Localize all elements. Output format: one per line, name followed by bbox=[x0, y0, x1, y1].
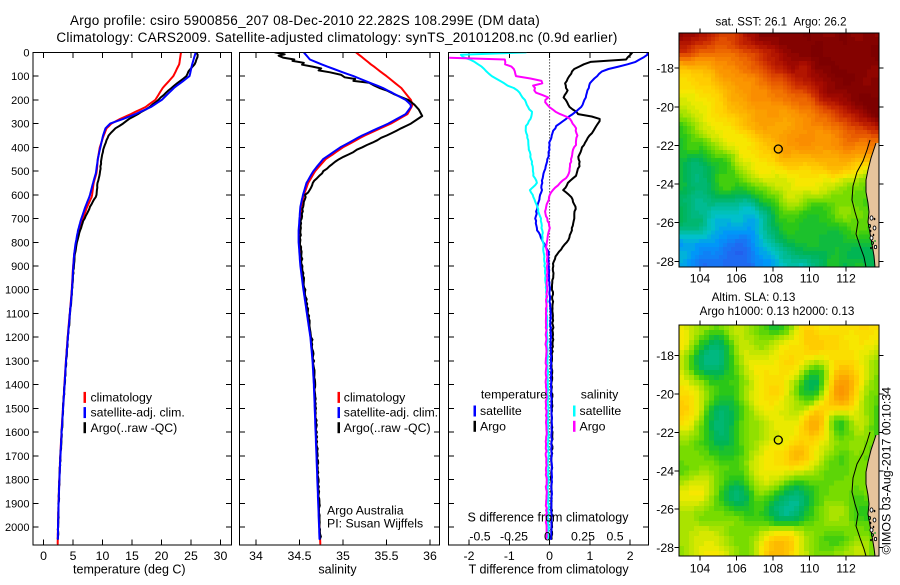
svg-text:-22: -22 bbox=[656, 426, 674, 440]
svg-text:34.5: 34.5 bbox=[288, 549, 312, 563]
svg-text:-0.25: -0.25 bbox=[500, 530, 528, 544]
svg-text:106: 106 bbox=[726, 562, 747, 576]
svg-text:-18: -18 bbox=[656, 349, 674, 363]
svg-text:25: 25 bbox=[184, 549, 198, 563]
svg-text:-1: -1 bbox=[504, 549, 515, 563]
svg-text:0.25: 0.25 bbox=[571, 530, 595, 544]
svg-text:-26: -26 bbox=[656, 503, 674, 517]
svg-text:100: 100 bbox=[11, 71, 29, 83]
svg-text:30: 30 bbox=[214, 549, 228, 563]
svg-text:1100: 1100 bbox=[6, 308, 30, 320]
svg-text:Argo h1000: 0.13 h2000: 0.13: Argo h1000: 0.13 h2000: 0.13 bbox=[700, 305, 855, 318]
svg-text:Argo: Argo bbox=[580, 419, 606, 433]
svg-text:300: 300 bbox=[11, 119, 29, 131]
svg-text:1: 1 bbox=[586, 549, 593, 563]
svg-text:0: 0 bbox=[544, 530, 551, 544]
svg-text:800: 800 bbox=[11, 237, 29, 249]
svg-text:400: 400 bbox=[11, 142, 29, 154]
svg-text:-22: -22 bbox=[656, 139, 674, 153]
svg-text:-28: -28 bbox=[656, 255, 674, 269]
svg-text:106: 106 bbox=[726, 272, 747, 286]
svg-text:35: 35 bbox=[336, 549, 350, 563]
svg-text:1900: 1900 bbox=[5, 498, 29, 510]
svg-text:900: 900 bbox=[11, 261, 29, 273]
svg-text:110: 110 bbox=[800, 272, 820, 286]
svg-text:satellite-adj. clim.: satellite-adj. clim. bbox=[344, 406, 438, 420]
svg-text:600: 600 bbox=[11, 190, 29, 202]
svg-text:104: 104 bbox=[690, 562, 711, 576]
svg-text:110: 110 bbox=[800, 562, 820, 576]
svg-text:-18: -18 bbox=[656, 62, 674, 76]
svg-text:36: 36 bbox=[423, 549, 437, 563]
svg-text:108: 108 bbox=[763, 562, 784, 576]
svg-text:10: 10 bbox=[96, 549, 110, 563]
svg-text:PI: Susan Wijffels: PI: Susan Wijffels bbox=[327, 517, 423, 531]
svg-text:2000: 2000 bbox=[5, 522, 29, 534]
svg-text:1500: 1500 bbox=[5, 403, 29, 415]
svg-text:Argo(..raw -QC): Argo(..raw -QC) bbox=[344, 421, 431, 435]
svg-text:Argo: Argo bbox=[480, 419, 506, 433]
svg-text:-20: -20 bbox=[656, 388, 674, 402]
svg-text:34: 34 bbox=[249, 549, 263, 563]
svg-text:2: 2 bbox=[627, 549, 634, 563]
svg-text:-24: -24 bbox=[656, 464, 674, 478]
svg-text:1800: 1800 bbox=[5, 475, 29, 487]
svg-text:-20: -20 bbox=[656, 101, 674, 115]
svg-text:satellite: satellite bbox=[580, 404, 622, 418]
svg-text:©IMOS 03-Aug-2017 00:10:34: ©IMOS 03-Aug-2017 00:10:34 bbox=[880, 387, 894, 555]
svg-text:20: 20 bbox=[155, 549, 169, 563]
svg-text:1200: 1200 bbox=[5, 332, 29, 344]
svg-text:-2: -2 bbox=[464, 549, 475, 563]
svg-text:1300: 1300 bbox=[5, 356, 29, 368]
svg-text:satellite-adj. clim.: satellite-adj. clim. bbox=[91, 406, 185, 420]
svg-text:salinity: salinity bbox=[318, 563, 357, 577]
svg-text:climatology: climatology bbox=[91, 391, 153, 405]
svg-text:0: 0 bbox=[40, 549, 47, 563]
svg-text:temperature: temperature bbox=[481, 388, 547, 402]
svg-text:0: 0 bbox=[546, 549, 553, 563]
svg-text:500: 500 bbox=[11, 166, 29, 178]
svg-text:sat. SST: 26.1 Argo: 26.2: sat. SST: 26.1 Argo: 26.2 bbox=[715, 17, 846, 29]
svg-text:climatology: climatology bbox=[344, 391, 406, 405]
svg-text:-26: -26 bbox=[656, 216, 674, 230]
svg-text:1000: 1000 bbox=[5, 285, 29, 297]
svg-text:112: 112 bbox=[836, 562, 856, 576]
svg-text:15: 15 bbox=[125, 549, 139, 563]
svg-text:Altim. SLA: 0.13: Altim. SLA: 0.13 bbox=[712, 291, 796, 304]
svg-text:1700: 1700 bbox=[5, 451, 29, 463]
svg-text:108: 108 bbox=[763, 272, 784, 286]
svg-text:0: 0 bbox=[23, 47, 29, 59]
svg-text:-28: -28 bbox=[656, 541, 674, 555]
svg-text:1400: 1400 bbox=[5, 380, 29, 392]
svg-text:112: 112 bbox=[836, 272, 856, 286]
svg-text:200: 200 bbox=[11, 95, 29, 107]
svg-text:-24: -24 bbox=[656, 178, 674, 192]
svg-text:Climatology: CARS2009. Satelli: Climatology: CARS2009. Satellite-adjuste… bbox=[56, 30, 617, 45]
svg-text:salinity: salinity bbox=[581, 388, 619, 402]
svg-text:temperature (deg C): temperature (deg C) bbox=[73, 563, 186, 577]
svg-text:1600: 1600 bbox=[5, 427, 29, 439]
svg-text:104: 104 bbox=[690, 272, 711, 286]
svg-text:35.5: 35.5 bbox=[375, 549, 399, 563]
svg-text:S difference from climatology: S difference from climatology bbox=[468, 511, 630, 525]
svg-text:5: 5 bbox=[70, 549, 77, 563]
svg-text:Argo(..raw -QC): Argo(..raw -QC) bbox=[91, 421, 178, 435]
svg-text:Argo profile: csiro 5900856_20: Argo profile: csiro 5900856_207 08-Dec-2… bbox=[70, 13, 540, 28]
svg-text:Argo Australia: Argo Australia bbox=[327, 504, 404, 518]
svg-text:satellite: satellite bbox=[480, 404, 522, 418]
svg-text:-0.5: -0.5 bbox=[469, 530, 490, 544]
svg-text:0.5: 0.5 bbox=[606, 530, 623, 544]
svg-text:700: 700 bbox=[11, 214, 29, 226]
svg-text:T difference from climatology: T difference from climatology bbox=[469, 563, 630, 577]
